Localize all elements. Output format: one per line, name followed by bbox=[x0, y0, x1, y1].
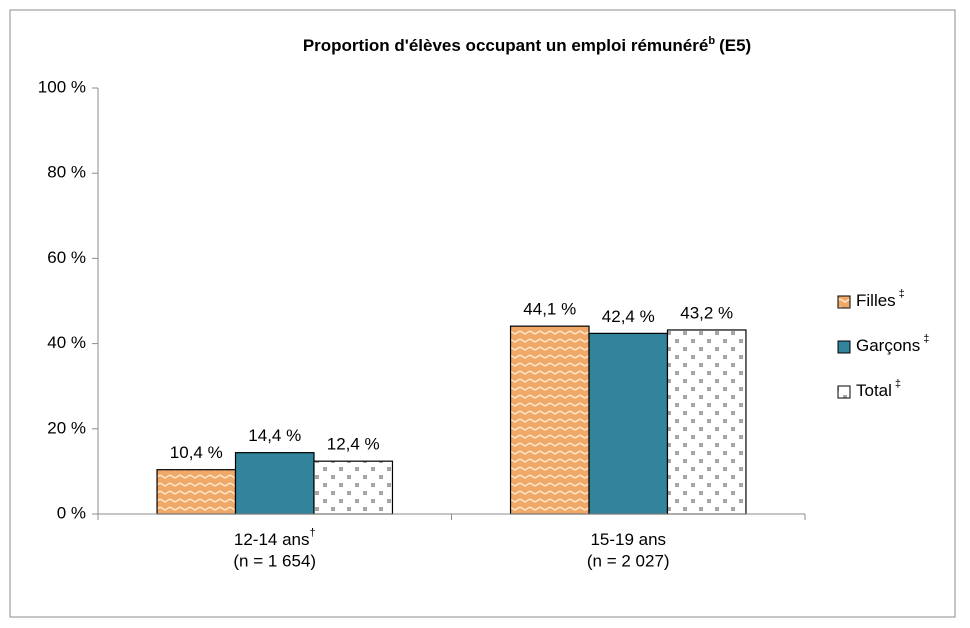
chart-title: Proportion d'élèves occupant un emploi r… bbox=[303, 35, 751, 56]
legend-superscript: ‡ bbox=[895, 378, 901, 390]
value-label: 14,4 % bbox=[248, 426, 301, 445]
legend-swatch bbox=[837, 340, 851, 354]
legend-swatch bbox=[837, 385, 851, 399]
value-label: 42,4 % bbox=[602, 307, 655, 326]
y-tick-label: 60 % bbox=[47, 248, 86, 267]
legend-name: Total bbox=[856, 381, 892, 400]
category-label: 15-19 ans bbox=[590, 530, 666, 549]
category-superscript: † bbox=[310, 527, 316, 539]
y-tick-label: 0 % bbox=[57, 503, 86, 522]
bar bbox=[313, 460, 394, 515]
title-suffix: (E5) bbox=[719, 36, 751, 55]
value-label: 43,2 % bbox=[680, 303, 733, 322]
bar bbox=[666, 329, 747, 515]
x-tick-label: 15-19 ans bbox=[590, 530, 666, 549]
y-tick-label: 20 % bbox=[47, 418, 86, 437]
legend-label: Garçons ‡ bbox=[856, 333, 929, 356]
x-tick-label: 12-14 ans† bbox=[234, 527, 316, 550]
bar bbox=[234, 452, 315, 515]
value-label: 10,4 % bbox=[170, 443, 223, 462]
title-main: Proportion d'élèves occupant un emploi r… bbox=[303, 36, 709, 55]
legend-label: Total ‡ bbox=[856, 378, 901, 401]
bar bbox=[509, 325, 590, 515]
y-tick-label: 40 % bbox=[47, 333, 86, 352]
category-sublabel: (n = 2 027) bbox=[587, 551, 670, 570]
legend-superscript: ‡ bbox=[899, 288, 905, 300]
title-superscript: b bbox=[708, 35, 715, 47]
bar bbox=[588, 332, 669, 515]
legend-name: Filles bbox=[856, 291, 896, 310]
chart-frame bbox=[9, 9, 956, 618]
category-label: 12-14 ans bbox=[234, 530, 310, 549]
legend-label: Filles ‡ bbox=[856, 288, 905, 311]
y-tick-label: 80 % bbox=[47, 163, 86, 182]
value-label: 44,1 % bbox=[523, 300, 576, 319]
bar bbox=[156, 469, 237, 515]
value-label: 12,4 % bbox=[327, 435, 380, 454]
legend-superscript: ‡ bbox=[923, 333, 929, 345]
legend-name: Garçons bbox=[856, 336, 920, 355]
category-sublabel: (n = 1 654) bbox=[233, 551, 316, 570]
y-tick-label: 100 % bbox=[38, 77, 86, 96]
legend-swatch bbox=[837, 295, 851, 309]
